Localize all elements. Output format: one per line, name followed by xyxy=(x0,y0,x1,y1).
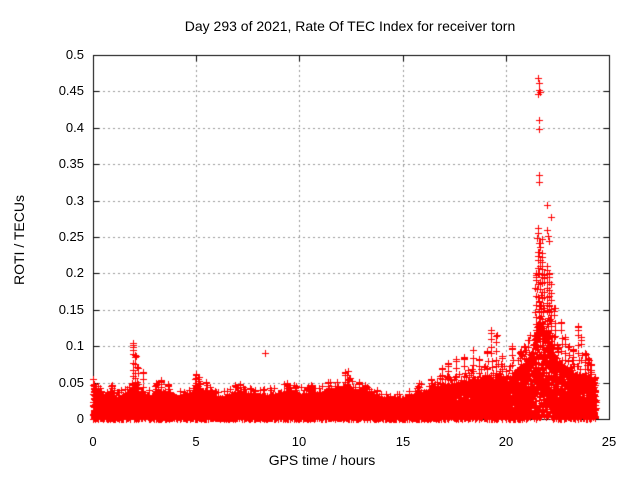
x-tick-label: 10 xyxy=(291,434,307,449)
y-tick-label: 0.3 xyxy=(65,193,84,208)
x-tick-label: 25 xyxy=(601,434,617,449)
y-tick-label: 0.1 xyxy=(65,338,84,353)
x-tick-label: 20 xyxy=(498,434,514,449)
y-tick-label: 0.35 xyxy=(58,156,84,171)
y-tick-label: 0.25 xyxy=(58,229,84,244)
x-axis-label: GPS time / hours xyxy=(268,452,376,468)
y-tick-label: 0.2 xyxy=(65,265,84,280)
y-tick-label: 0.45 xyxy=(58,83,84,98)
chart-title: Day 293 of 2021, Rate Of TEC Index for r… xyxy=(184,18,516,34)
x-tick-label: 15 xyxy=(395,434,411,449)
y-tick-label: 0.15 xyxy=(58,302,84,317)
x-tick-label: 0 xyxy=(89,434,97,449)
y-tick-label: 0.05 xyxy=(58,375,84,390)
y-tick-label: 0.5 xyxy=(65,47,84,62)
y-tick-label: 0 xyxy=(76,411,84,426)
x-tick-label: 5 xyxy=(192,434,200,449)
y-tick-label: 0.4 xyxy=(65,120,84,135)
